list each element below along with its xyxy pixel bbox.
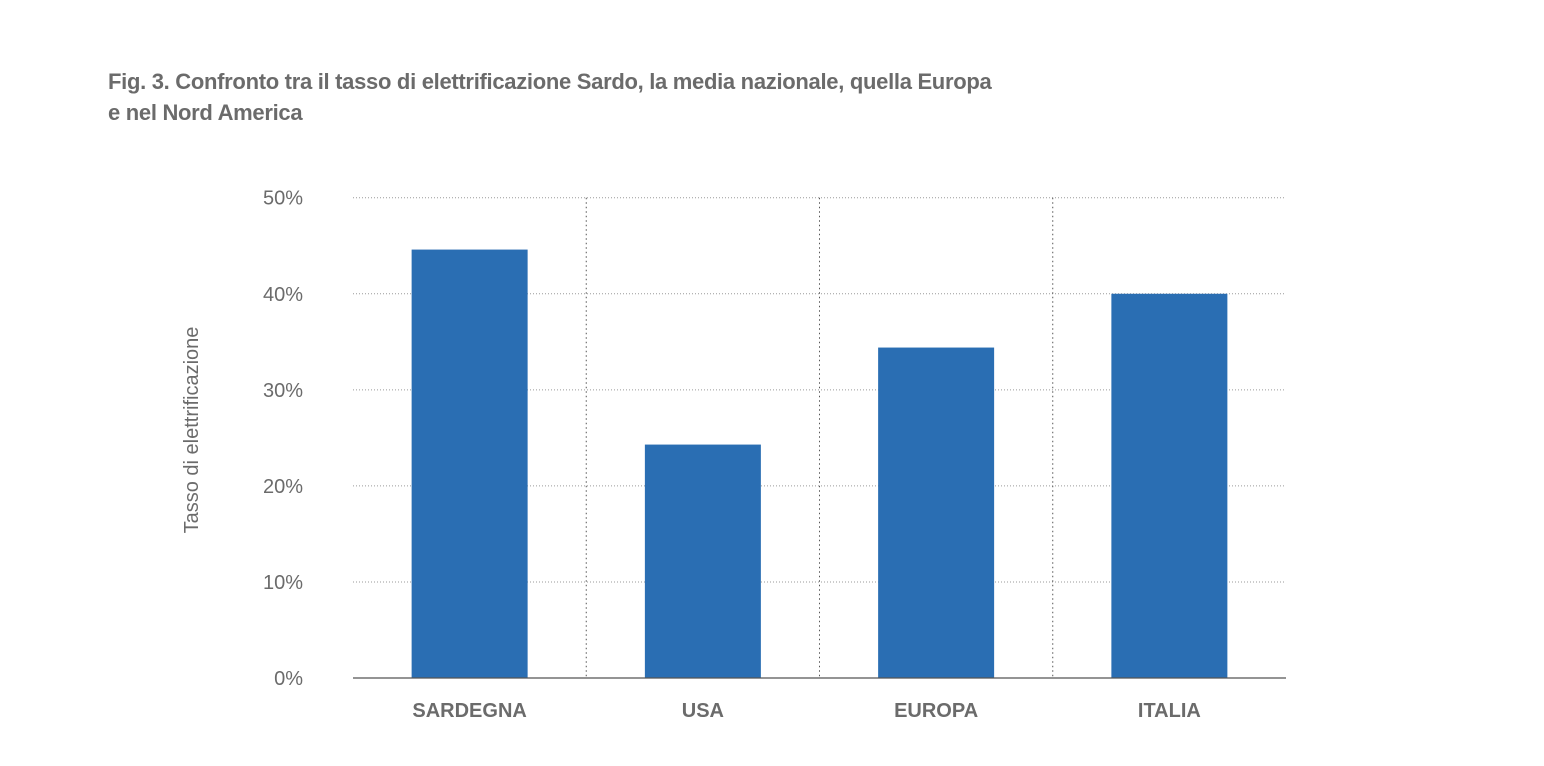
y-tick-label: 30% <box>263 380 303 402</box>
x-tick-label: EUROPA <box>894 700 978 722</box>
x-tick-label: SARDEGNA <box>412 700 526 722</box>
bar-italia <box>1111 293 1228 678</box>
y-tick-label: 40% <box>263 284 303 306</box>
chart-title-line-2: e nel Nord America <box>108 100 303 125</box>
chart-title-line-1: Fig. 3. Confronto tra il tasso di elettr… <box>108 69 992 94</box>
bar-usa <box>644 444 761 678</box>
bar-sardegna <box>411 249 528 679</box>
y-axis-label: Tasso di elettrificazione <box>181 327 203 534</box>
y-tick-label: 20% <box>263 476 303 498</box>
chart-title: Fig. 3. Confronto tra il tasso di elettr… <box>108 66 992 128</box>
x-tick-label: USA <box>682 700 724 722</box>
y-tick-label: 10% <box>263 572 303 594</box>
y-tick-label: 50% <box>263 188 303 210</box>
y-tick-label: 0% <box>274 668 303 690</box>
bar-europa <box>878 347 995 678</box>
x-tick-label: ITALIA <box>1138 700 1201 722</box>
